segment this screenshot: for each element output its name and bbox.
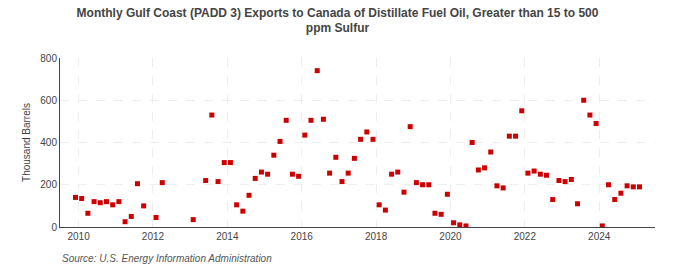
svg-text:2016: 2016 [291, 231, 314, 242]
svg-text:800: 800 [40, 53, 57, 64]
svg-text:2020: 2020 [439, 231, 462, 242]
svg-text:2010: 2010 [67, 231, 90, 242]
svg-text:2012: 2012 [142, 231, 165, 242]
svg-text:2018: 2018 [365, 231, 388, 242]
svg-text:Thousand Barrels: Thousand Barrels [21, 103, 32, 182]
svg-text:2022: 2022 [514, 231, 537, 242]
svg-text:Monthly Gulf Coast (PADD 3) Ex: Monthly Gulf Coast (PADD 3) Exports to C… [77, 6, 599, 36]
svg-text:2024: 2024 [588, 231, 611, 242]
svg-text:2014: 2014 [216, 231, 239, 242]
svg-text:200: 200 [40, 179, 57, 190]
svg-text:600: 600 [40, 95, 57, 106]
svg-text:Source: U.S. Energy Informatio: Source: U.S. Energy Information Administ… [62, 253, 272, 264]
svg-text:0: 0 [51, 222, 57, 233]
svg-text:400: 400 [40, 137, 57, 148]
